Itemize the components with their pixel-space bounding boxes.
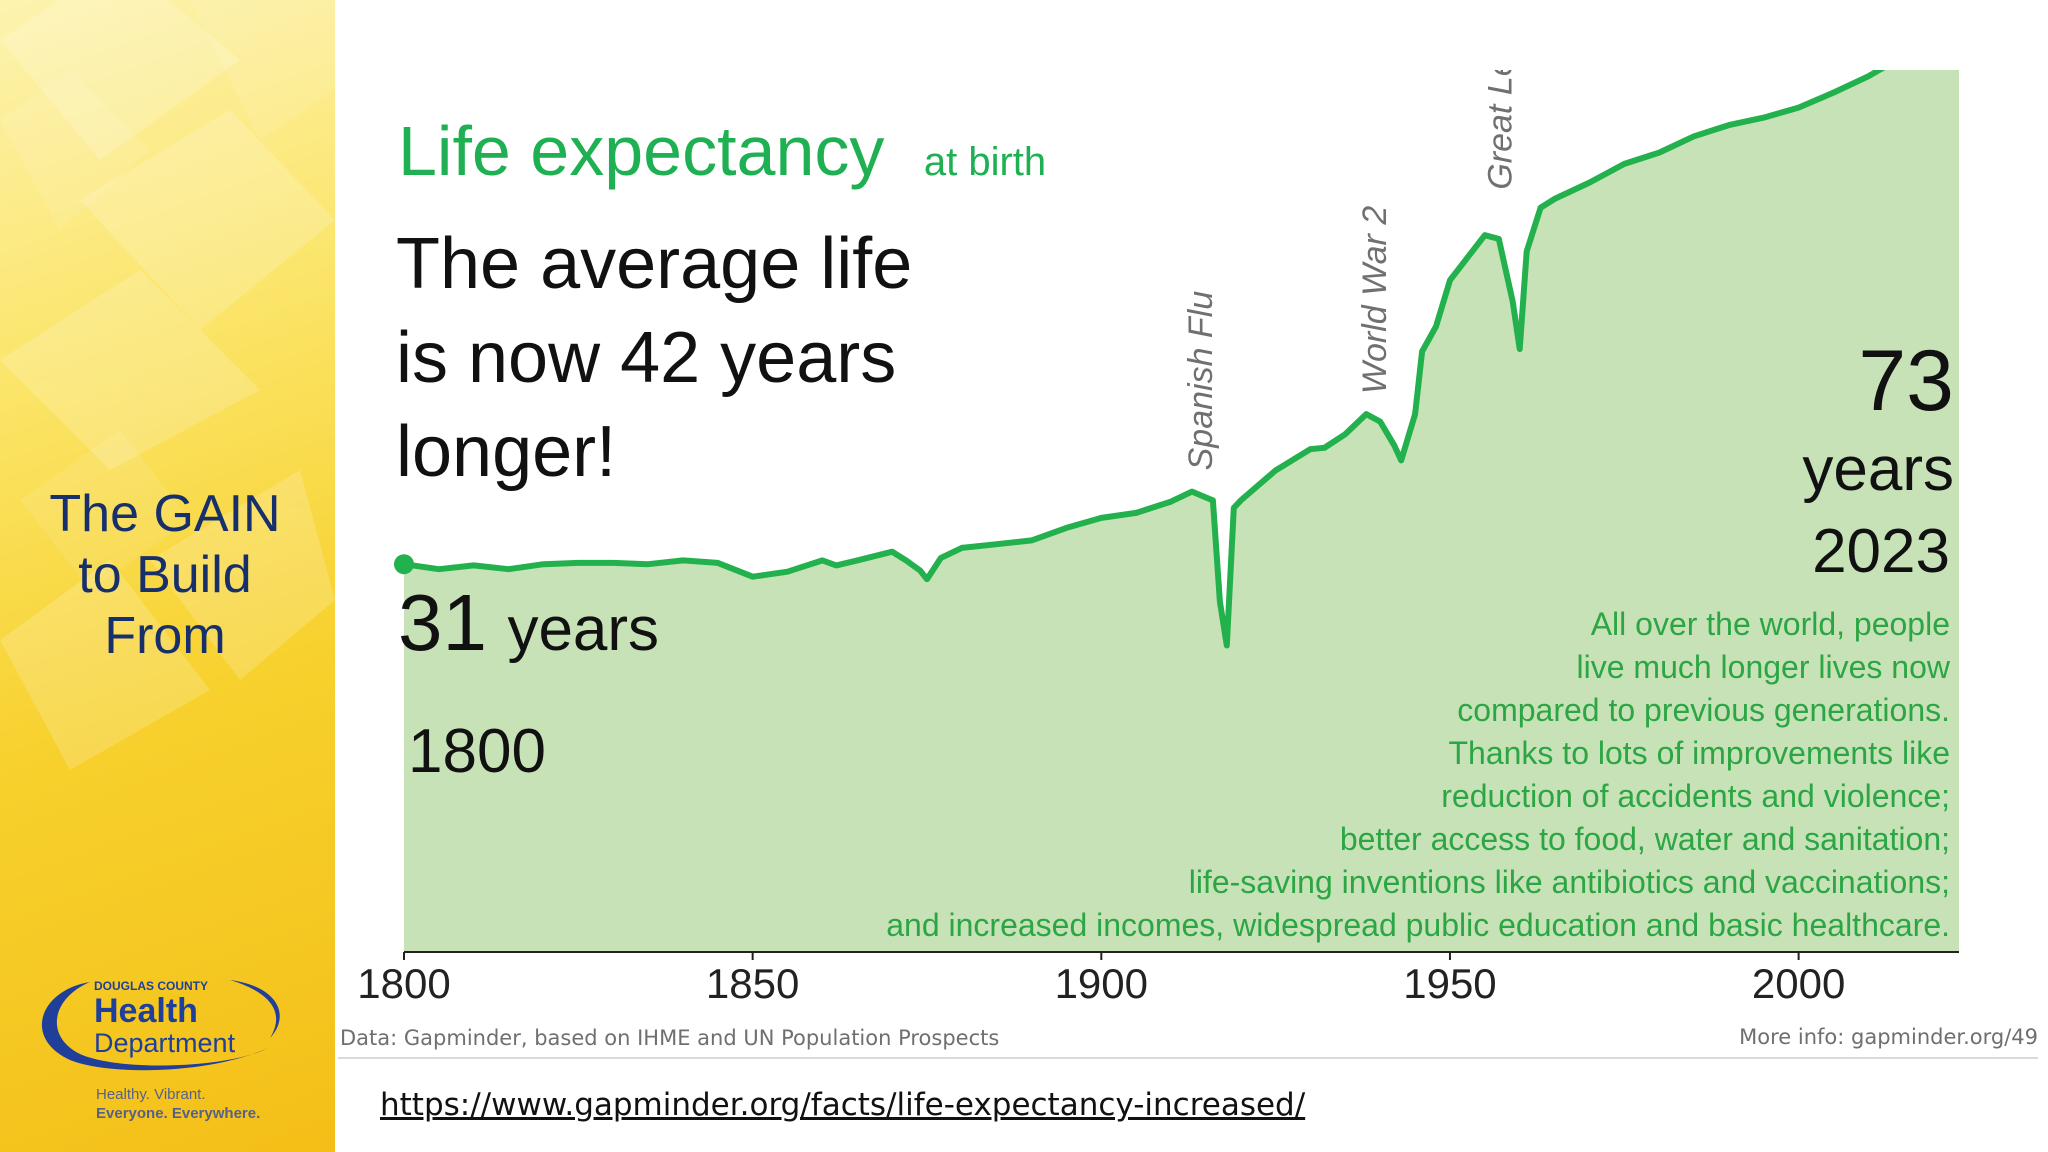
chart-title-main: Life expectancy xyxy=(398,112,884,190)
description-text: All over the world, people live much long… xyxy=(886,606,1951,943)
logo-line2: Health xyxy=(94,992,198,1030)
event-label: World War 2 xyxy=(1356,206,1394,394)
divider xyxy=(338,1057,2038,1059)
headline-line: is now 42 years xyxy=(396,318,896,398)
gapminder-link[interactable]: https://www.gapminder.org/facts/life-exp… xyxy=(380,1087,1306,1123)
start-point xyxy=(394,554,414,575)
chart-svg: 1800 1850 1900 1950 2000 Spanish Flu World Wa… xyxy=(357,70,1959,1007)
event-label: Great Leap F. xyxy=(1482,70,1520,190)
area-fill xyxy=(404,70,1959,952)
life-expectancy-chart: 1800 1850 1900 1950 2000 Spanish Flu World Wa… xyxy=(336,70,2048,1060)
sidebar-title-line: to Build xyxy=(78,546,252,604)
more-info: More info: gapminder.org/49 xyxy=(1739,1025,2038,1049)
start-year: 1800 xyxy=(408,717,546,786)
x-axis-ticks: 1800 1850 1900 1950 2000 xyxy=(357,952,1845,1007)
chart-title-suffix: at birth xyxy=(924,140,1046,184)
sidebar-title-line: The GAIN xyxy=(49,485,281,543)
logo-tagline-2: Everyone. Everywhere. xyxy=(96,1105,261,1122)
logo-line3: Department xyxy=(94,1028,236,1058)
start-unit: years xyxy=(507,595,659,664)
end-value: 73 xyxy=(1858,333,1954,429)
background-pattern xyxy=(0,0,335,770)
data-source: Data: Gapminder, based on IHME and UN Po… xyxy=(340,1026,1000,1050)
headline-line: longer! xyxy=(396,412,616,492)
sidebar-title-line: From xyxy=(104,607,226,665)
description-line: better access to food, water and sanitat… xyxy=(1340,821,1950,857)
logo-tagline-1: Healthy. Vibrant. xyxy=(96,1086,206,1103)
description-line: All over the world, people xyxy=(1591,606,1950,642)
description-line: and increased incomes, widespread public… xyxy=(886,907,1950,943)
sidebar: The GAIN to Build From DOUGLAS COUNTY He… xyxy=(0,0,335,1152)
x-tick-label: 1900 xyxy=(1055,960,1148,1007)
start-label: 31 years xyxy=(398,578,659,667)
headline-line: The average life xyxy=(396,224,912,304)
description-line: Thanks to lots of improvements like xyxy=(1448,735,1950,771)
start-value: 31 xyxy=(398,578,487,667)
description-line: compared to previous generations. xyxy=(1457,692,1950,728)
event-label: Spanish Flu xyxy=(1182,291,1220,471)
description-line: reduction of accidents and violence; xyxy=(1441,778,1950,814)
sidebar-title: The GAIN to Build From xyxy=(0,484,330,667)
logo-tagline: Healthy. Vibrant. Everyone. Everywhere. xyxy=(96,1085,316,1123)
series-line xyxy=(401,70,1886,649)
x-tick-label: 1850 xyxy=(706,960,799,1007)
health-department-logo: DOUGLAS COUNTY Health Department xyxy=(41,979,280,1071)
description-line: life-saving inventions like antibiotics … xyxy=(1189,864,1950,900)
end-unit: years xyxy=(1802,435,1954,504)
x-tick-label: 2000 xyxy=(1752,960,1845,1007)
logo-line1: DOUGLAS COUNTY xyxy=(94,979,208,993)
end-year: 2023 xyxy=(1812,517,1950,586)
chart-title: Life expectancy at birth xyxy=(398,112,1046,190)
x-tick-label: 1800 xyxy=(357,960,450,1007)
x-tick-label: 1950 xyxy=(1403,960,1496,1007)
description-line: live much longer lives now xyxy=(1577,649,1951,685)
